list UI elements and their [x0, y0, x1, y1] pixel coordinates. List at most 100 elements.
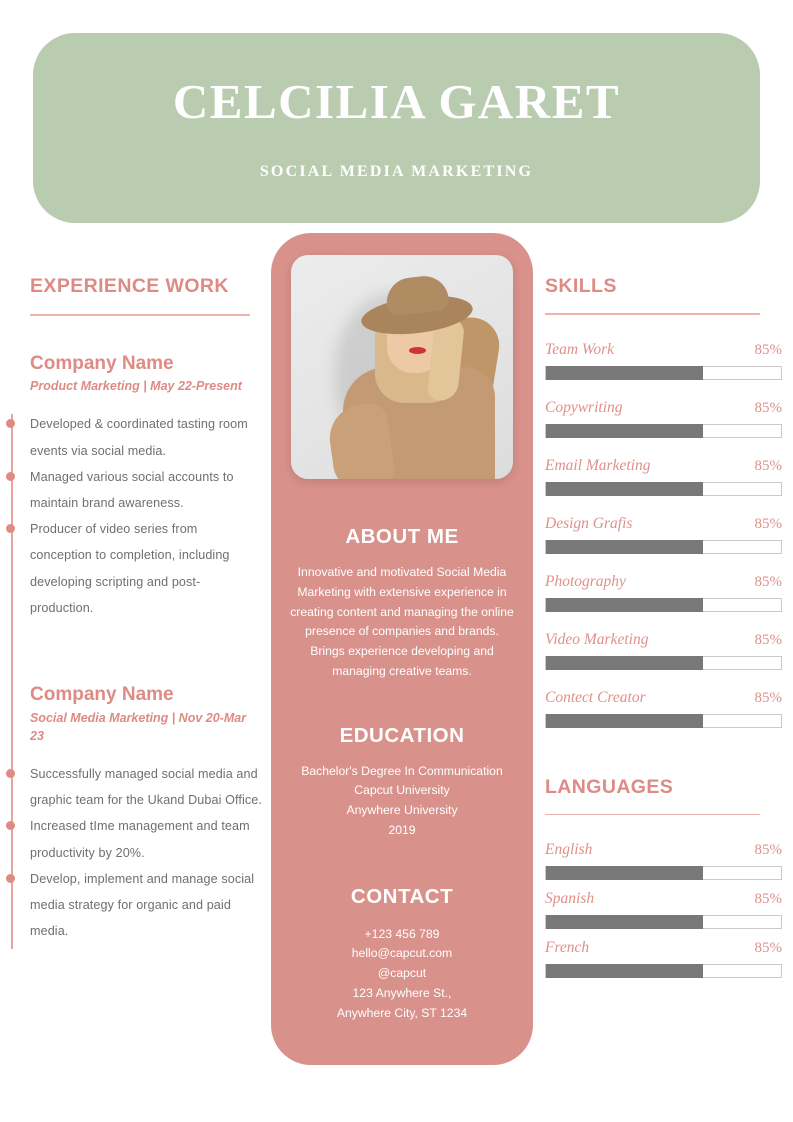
skill-bar-track [545, 539, 782, 554]
skill-percent: 85% [754, 689, 783, 706]
language-row: Spanish 85% [545, 890, 782, 930]
header-subtitle: SOCIAL MEDIA MARKETING [259, 163, 534, 181]
skill-row: Contect Creator 85% [545, 689, 782, 728]
skill-bar-track [545, 423, 782, 438]
skill-row: Design Grafis 85% [545, 515, 782, 554]
experience-bullet: Producer of video series from conception… [6, 516, 262, 621]
skill-name: Team Work [545, 340, 615, 358]
skill-percent: 85% [754, 399, 783, 416]
skills-list: Team Work 85% Copywriting 85% Email Marketin… [545, 341, 782, 728]
skill-bar-track [545, 481, 782, 496]
education-text: Bachelor's Degree In Communication Capcu… [301, 763, 503, 837]
language-label-line: French 85% [545, 939, 782, 957]
experience-entry: Company Name Product Marketing | May 22-P… [6, 352, 262, 621]
languages-list: English 85% Spanish 85% French 85% [545, 841, 782, 979]
skill-bar-track [545, 597, 782, 612]
skill-label-line: Email Marketing 85% [545, 457, 782, 475]
skill-bar-track [545, 655, 782, 670]
skill-percent: 85% [754, 631, 783, 648]
profile-panel: ABOUT ME Innovative and motivated Social… [271, 233, 533, 1065]
experience-section-title: EXPERIENCE WORK [30, 275, 229, 297]
experience-role: Product Marketing | May 22-Present [30, 379, 242, 394]
skill-bar-fill [546, 423, 704, 438]
language-bar-track [545, 866, 782, 881]
language-row: English 85% [545, 841, 782, 881]
skill-label-line: Team Work 85% [545, 341, 782, 359]
experience-bullet-list: Developed & coordinated tasting room eve… [6, 411, 262, 621]
language-bar-track [545, 964, 782, 979]
timeline-dot-icon [6, 821, 15, 831]
skill-label-line: Photography 85% [545, 573, 782, 591]
skill-name: Contect Creator [545, 688, 646, 706]
skill-label-line: Design Grafis 85% [545, 515, 782, 533]
skill-percent: 85% [754, 573, 783, 590]
skill-label-line: Video Marketing 85% [545, 631, 782, 649]
skill-bar-fill [546, 597, 704, 612]
timeline-dot-icon [6, 873, 15, 883]
experience-bullet: Increased tIme management and team produ… [6, 813, 262, 865]
language-name: English [545, 841, 593, 859]
skill-bar-track [545, 713, 782, 728]
experience-role: Social Media Marketing | Nov 20-Mar 23 [30, 710, 247, 743]
skill-percent: 85% [754, 515, 783, 532]
skill-name: Photography [545, 572, 626, 590]
language-name: French [545, 939, 590, 957]
education-block: EDUCATION Bachelor's Degree In Communica… [288, 724, 516, 841]
header-banner: CELCILIA GARET SOCIAL MEDIA MARKETING [33, 33, 760, 223]
experience-company: Company Name [30, 683, 174, 705]
skill-percent: 85% [754, 341, 783, 358]
profile-photo [291, 255, 513, 479]
skill-bar-track [545, 365, 782, 380]
skills-title-divider [545, 313, 760, 315]
experience-column: EXPERIENCE WORK Company Name Product Mark… [0, 275, 262, 949]
timeline-dot-icon [6, 768, 15, 778]
skill-name: Email Marketing [545, 456, 651, 474]
languages-title-divider [545, 813, 760, 816]
language-bar-fill [546, 866, 704, 881]
skill-bar-fill [546, 713, 704, 728]
experience-entry: Company Name Social Media Marketing | Nov… [6, 683, 262, 945]
skill-name: Video Marketing [545, 630, 649, 648]
skill-label-line: Contect Creator 85% [545, 689, 782, 707]
skill-row: Team Work 85% [545, 341, 782, 380]
experience-company: Company Name [30, 352, 174, 374]
skills-column: SKILLS Team Work 85% Copywriting 85% Email M… [545, 275, 782, 979]
skill-bar-fill [546, 365, 704, 380]
languages-block: LANGUAGES English 85% Spanish 85% French 85% [545, 776, 782, 979]
contact-block: CONTACT +123 456 789 hello@capcut.com @c… [288, 885, 516, 1024]
skill-bar-fill [546, 655, 704, 670]
experience-bullet: Managed various social accounts to maint… [6, 464, 262, 516]
skill-bar-fill [546, 481, 704, 496]
experience-timeline: Company Name Product Marketing | May 22-P… [0, 352, 262, 949]
skill-row: Copywriting 85% [545, 399, 782, 438]
language-bar-track [545, 915, 782, 930]
portrait-illustration [291, 255, 513, 479]
language-label-line: Spanish 85% [545, 890, 782, 908]
skill-percent: 85% [754, 457, 783, 474]
timeline-line [11, 413, 13, 949]
experience-bullet: Develop, implement and manage social med… [6, 866, 262, 945]
skill-name: Design Grafis [545, 514, 633, 532]
skill-name: Copywriting [545, 398, 623, 416]
language-row: French 85% [545, 939, 782, 979]
contact-heading: CONTACT [350, 884, 454, 908]
language-percent: 85% [754, 940, 783, 957]
experience-title-divider [30, 314, 250, 316]
language-name: Spanish [545, 890, 595, 908]
languages-section-title: LANGUAGES [545, 775, 674, 798]
skills-section-title: SKILLS [545, 275, 617, 297]
about-me-block: ABOUT ME Innovative and motivated Social… [288, 525, 516, 682]
about-me-text: Innovative and motivated Social Media Ma… [290, 565, 514, 678]
page-title: CELCILIA GARET [172, 73, 621, 129]
language-label-line: English 85% [545, 841, 782, 859]
skill-row: Video Marketing 85% [545, 631, 782, 670]
skill-label-line: Copywriting 85% [545, 399, 782, 417]
about-me-heading: ABOUT ME [345, 525, 459, 548]
language-percent: 85% [754, 842, 783, 859]
skill-row: Photography 85% [545, 573, 782, 612]
education-heading: EDUCATION [339, 723, 465, 747]
skill-bar-fill [546, 539, 704, 554]
experience-bullet: Developed & coordinated tasting room eve… [6, 411, 262, 463]
language-bar-fill [546, 915, 704, 930]
contact-text: +123 456 789 hello@capcut.com @capcut 12… [336, 926, 468, 1020]
